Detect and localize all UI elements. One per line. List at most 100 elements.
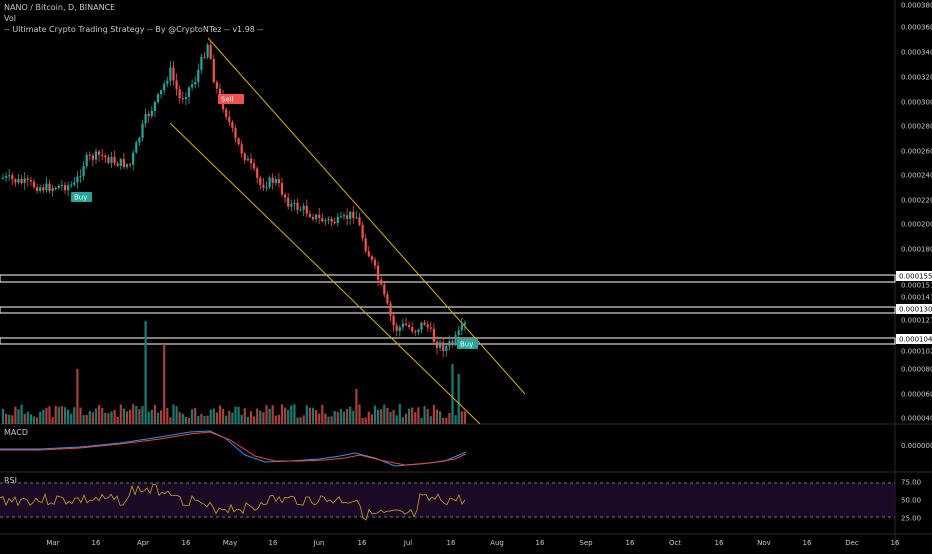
candle-body [178, 89, 181, 99]
volume-bar [386, 407, 389, 424]
volume-bar [339, 409, 342, 424]
candle-body [29, 180, 32, 182]
price-tick-label: 0.0000600 [901, 391, 932, 399]
candle-body [76, 176, 79, 183]
volume-bar [215, 412, 218, 424]
volume-bar [318, 413, 321, 424]
buy-signal-text: Buy [460, 341, 473, 349]
candle-body [8, 175, 11, 177]
volume-bar [271, 405, 274, 424]
volume-bar [445, 417, 448, 424]
volume-bar [435, 409, 439, 424]
candle-body [395, 325, 398, 331]
volume-bar [194, 407, 197, 424]
volume-bar [240, 414, 243, 424]
buy-signal-text: Buy [74, 194, 87, 202]
candle-body [228, 116, 231, 123]
volume-bar [203, 415, 206, 424]
volume-bar [8, 414, 11, 424]
volume-bar [178, 412, 181, 424]
candle-body [327, 218, 330, 221]
macd-zero-tick: 0.0000000 [901, 442, 932, 450]
candle-body [175, 80, 178, 90]
volume-bar [389, 412, 392, 424]
candle-body [209, 44, 212, 59]
candle-body [454, 335, 457, 343]
volume-bar [107, 413, 110, 424]
candle-body [191, 84, 194, 88]
candle-body [234, 128, 237, 139]
volume-bar [125, 411, 129, 424]
price-level-label: 0.0001559 [899, 273, 932, 281]
candle-body [141, 123, 144, 139]
price-tick-label: 0.0001510 [901, 282, 932, 290]
volume-bar [256, 408, 259, 424]
volume-bar [265, 404, 268, 424]
volume-bar [315, 410, 318, 424]
candle-body [160, 90, 163, 95]
volume-bar [163, 344, 166, 424]
volume-bar [104, 413, 107, 424]
candle-body [417, 329, 420, 333]
volume-bar [432, 404, 435, 424]
candle-body [265, 187, 268, 189]
candle-body [305, 205, 308, 214]
volume-bar [417, 407, 420, 424]
candle-body [308, 213, 311, 217]
candle-body [426, 324, 429, 328]
price-tick-label: 0.0001800 [901, 246, 932, 254]
volume-bar [76, 369, 79, 424]
candle-body [42, 187, 45, 191]
candle-body [380, 279, 383, 285]
volume-bar [324, 413, 327, 424]
price-tick-label: 0.0003600 [901, 24, 932, 32]
candle-body [11, 175, 14, 180]
volume-bar [181, 413, 184, 424]
candle-body [82, 165, 85, 176]
candle-body [26, 178, 29, 181]
candle-body [94, 151, 98, 160]
volume-bar [287, 409, 290, 424]
candle-body [138, 138, 141, 143]
candle-body [271, 177, 274, 184]
volume-bar [352, 410, 355, 424]
time-axis-label: Jun [313, 539, 325, 547]
volume-bar [184, 417, 187, 424]
volume-bar [349, 406, 352, 424]
volume-bar [439, 411, 442, 424]
price-tick-label: 0.0000400 [901, 415, 932, 423]
candle-body [457, 330, 460, 336]
volume-bar [370, 414, 373, 424]
candle-body [67, 185, 70, 191]
volume-bar [259, 410, 262, 424]
candle-body [302, 205, 305, 210]
volume-bar [200, 413, 203, 424]
time-axis-label: Nov [757, 539, 771, 547]
volume-bar [420, 417, 423, 424]
volume-bar [20, 404, 23, 424]
candle-body [460, 324, 463, 331]
volume-bar [5, 413, 8, 424]
volume-bar [277, 414, 280, 424]
volume-bar [249, 411, 253, 424]
volume-bar [284, 407, 287, 424]
candle-body [215, 82, 218, 89]
candle-body [17, 178, 20, 183]
support-resistance-band [0, 306, 896, 314]
candle-body [299, 209, 302, 211]
volume-bar [454, 415, 457, 424]
volume-bar [451, 364, 454, 424]
volume-bar [411, 407, 414, 424]
candle-body [20, 178, 23, 183]
candle-body [194, 81, 197, 85]
price-tick-label: 0.0003400 [901, 49, 932, 57]
candle-body [383, 284, 386, 295]
candle-body [63, 184, 67, 191]
candle-body [411, 327, 414, 332]
volume-bar [290, 405, 293, 424]
price-tick-label: 0.0002000 [901, 221, 932, 229]
volume-bar [305, 405, 308, 424]
candle-body [91, 155, 94, 160]
